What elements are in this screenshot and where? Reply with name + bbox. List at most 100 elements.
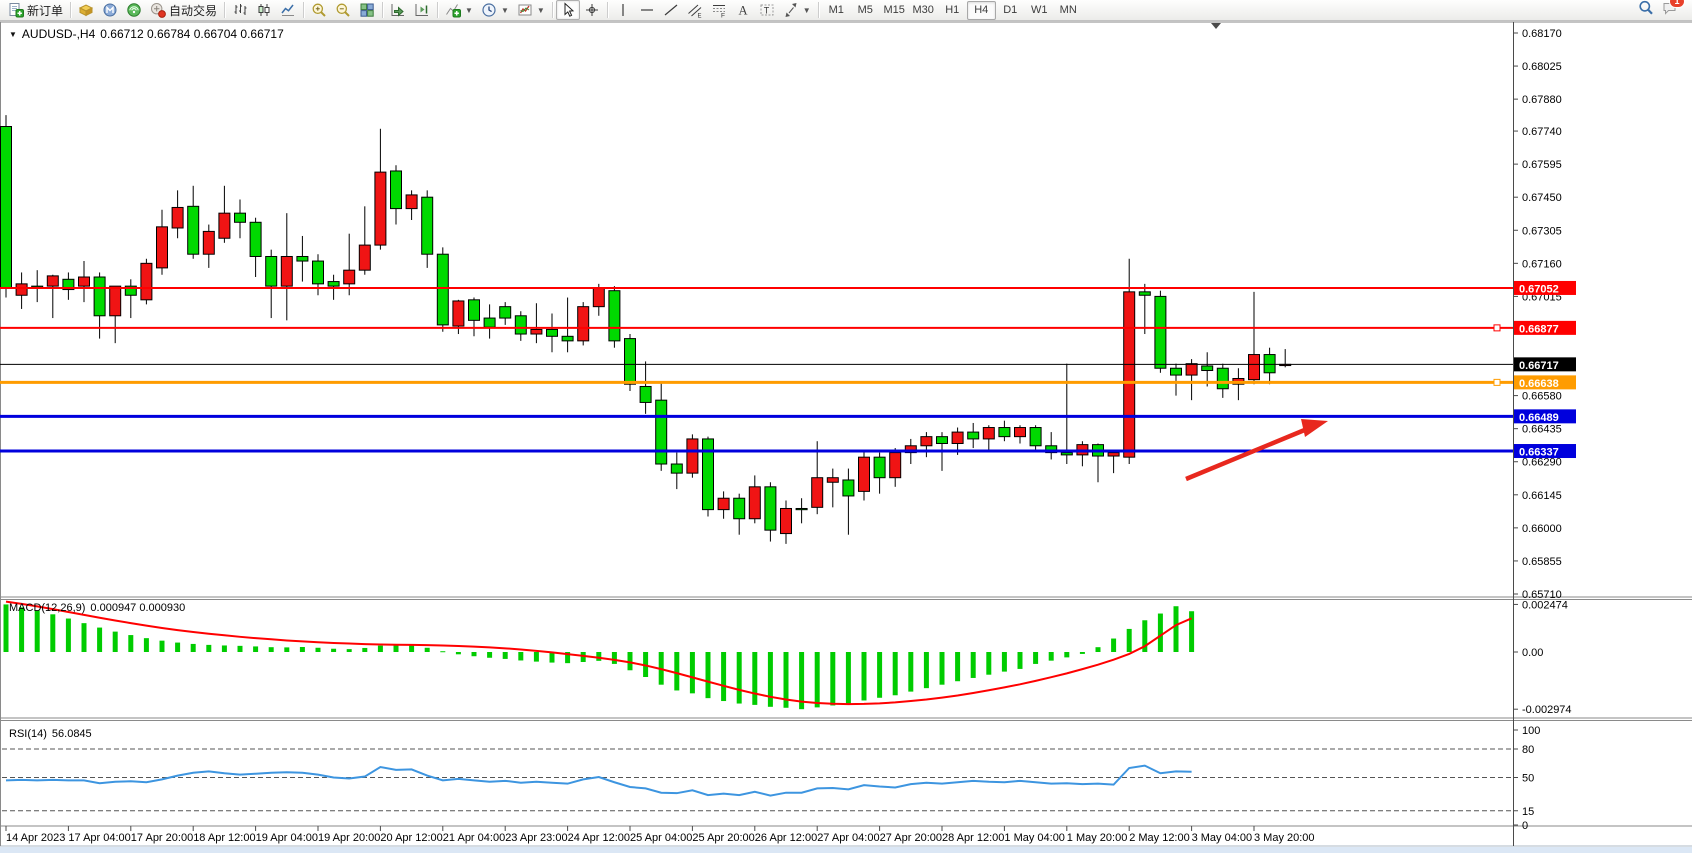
timeframe-m15-button[interactable]: M15: [883, 4, 905, 16]
chart-shift-button[interactable]: [410, 0, 434, 20]
chart-collapse-icon[interactable]: ▼: [9, 29, 17, 39]
candle-body-down: [62, 278, 75, 291]
auto-scroll-button[interactable]: [386, 0, 410, 20]
timeframe-d1-button[interactable]: D1: [1003, 4, 1018, 16]
line-handle[interactable]: [1493, 378, 1501, 386]
chat-button[interactable]: 1: [1662, 0, 1685, 21]
price-axis[interactable]: 0.68170 0.68025 0.67880 0.67740 0.67595 0.674…: [1513, 28, 1576, 601]
macd-histogram-bar: [783, 652, 789, 708]
candle-body-down: [514, 315, 527, 335]
hline-objects[interactable]: [0, 286, 1513, 453]
rsi-title: RSI(14): [9, 728, 47, 740]
scroll-position-marker[interactable]: [1211, 23, 1221, 29]
macd-histogram-bar: [237, 645, 243, 652]
candle-body-down: [1045, 445, 1058, 454]
fibonacci-button[interactable]: F: [707, 0, 731, 20]
trend-arrow[interactable]: [1185, 419, 1328, 482]
autotrading-button[interactable]: 自动交易: [146, 0, 221, 20]
arrows-button[interactable]: ▼: [779, 0, 815, 20]
text-label-button[interactable]: T: [755, 0, 779, 20]
chevron-down-icon[interactable]: ▼: [465, 5, 473, 15]
candle-body-up: [358, 244, 371, 271]
macd-histogram-bar: [1173, 606, 1179, 652]
timeframe-h4-button[interactable]: H4: [966, 0, 996, 20]
rsi-label: RSI(14) 56.0845: [9, 728, 92, 740]
new-order-button[interactable]: 新订单: [4, 0, 67, 20]
svg-text:F: F: [721, 13, 725, 19]
price-tick-label: 0.66435: [1522, 424, 1562, 436]
price-tick-label: 0.67880: [1522, 94, 1562, 106]
crosshair-button[interactable]: [580, 0, 604, 20]
indicators-button[interactable]: ▼: [441, 0, 477, 20]
chevron-down-icon[interactable]: ▼: [536, 5, 545, 15]
macd-histogram-bar: [409, 645, 415, 652]
line-handle[interactable]: [1493, 324, 1501, 332]
horizontal-line-button[interactable]: [635, 0, 659, 20]
periods-button[interactable]: ▼: [477, 0, 513, 20]
cursor-button[interactable]: [555, 0, 580, 20]
candle-body-down: [624, 338, 636, 385]
macd-histogram-bar: [845, 652, 851, 704]
rsi-axis-label: 15: [1522, 806, 1534, 818]
macd-histogram-bar: [143, 638, 149, 652]
candle-body-up: [982, 427, 995, 440]
arrow-shaft[interactable]: [1185, 426, 1308, 482]
price-tick-label: 0.67160: [1522, 258, 1562, 270]
equidistant-channel-button[interactable]: E: [683, 0, 707, 20]
macd-histogram-bar: [814, 652, 820, 708]
zoom-in-button[interactable]: [307, 0, 331, 20]
rsi-line: [5, 764, 1192, 797]
candle-body-down: [327, 281, 340, 287]
market-button[interactable]: [74, 0, 98, 20]
candle-chart-button[interactable]: [252, 0, 276, 20]
price-tick-label: 0.67450: [1522, 192, 1562, 204]
timeframe-m30-button[interactable]: M30: [912, 4, 934, 16]
signals-button[interactable]: [122, 0, 146, 20]
vertical-line-button[interactable]: [611, 0, 635, 20]
search-button[interactable]: [1638, 0, 1654, 21]
chevron-down-icon[interactable]: ▼: [500, 5, 509, 15]
rsi-axis-label: 0: [1522, 820, 1528, 832]
candle-body-down: [234, 212, 246, 223]
timeframe-h1-button[interactable]: H1: [945, 4, 960, 16]
macd-histogram-bar: [1095, 647, 1101, 652]
macd-values: 0.000947 0.000930: [90, 602, 186, 614]
candle-body-up: [280, 255, 293, 287]
price-tick-label: 0.68170: [1522, 28, 1562, 40]
crosshair-icon: [585, 4, 598, 16]
metaeditor-button[interactable]: [98, 0, 122, 20]
macd-title: MACD(12,26,9): [9, 602, 86, 614]
templates-button[interactable]: ▼: [513, 0, 549, 20]
time-tick-label: 25 Apr 04:00: [630, 832, 692, 844]
candle-body-down: [998, 427, 1011, 438]
candle-body-up: [218, 212, 231, 239]
candle-body-down: [468, 299, 480, 321]
candle-body-down: [124, 285, 137, 296]
price-badge: [1514, 409, 1576, 424]
zoom-out-button[interactable]: [331, 0, 355, 20]
timeframe-m5-button[interactable]: M5: [857, 4, 873, 16]
timeframe-mn-button[interactable]: MN: [1059, 4, 1077, 16]
time-axis[interactable]: 14 Apr 2023 17 Apr 04:00 17 Apr 20:00 18 Ap…: [5, 826, 1315, 844]
time-tick-label: 17 Apr 04:00: [68, 832, 130, 844]
arrow-head[interactable]: [1301, 419, 1328, 437]
line-chart-button[interactable]: [276, 0, 300, 20]
macd-histogram-bar: [331, 648, 337, 652]
price-tick-label: 0.67740: [1522, 126, 1562, 138]
macd-histogram-bar: [533, 652, 539, 662]
candle-body-up: [171, 206, 184, 229]
toolbar-separator: [551, 2, 553, 18]
timeframe-w1-button[interactable]: W1: [1030, 4, 1048, 16]
candle-body-up: [1248, 354, 1260, 381]
trendline-button[interactable]: [659, 0, 683, 20]
tile-windows-button[interactable]: [355, 0, 379, 20]
macd-histogram-bar: [81, 623, 87, 652]
text-button[interactable]: A: [731, 0, 755, 20]
chart-title: ▼ AUDUSD-,H4 0.66712 0.66784 0.66704 0.6…: [9, 27, 284, 41]
chevron-down-icon[interactable]: ▼: [802, 5, 811, 15]
bar-chart-button[interactable]: [228, 0, 252, 20]
candle-body-up: [1185, 363, 1198, 376]
timeframe-m1-button[interactable]: M1: [828, 4, 844, 16]
macd-histogram-bar: [1079, 652, 1085, 654]
